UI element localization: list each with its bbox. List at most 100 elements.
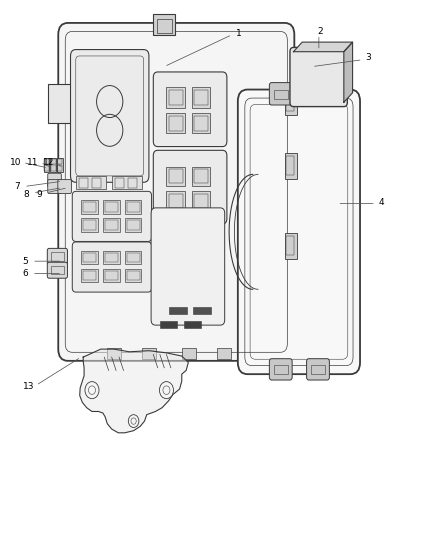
Bar <box>193 307 211 314</box>
Bar <box>103 218 120 232</box>
Bar <box>44 165 49 171</box>
Bar <box>194 116 208 131</box>
Text: 4: 4 <box>378 198 384 207</box>
Bar <box>192 113 210 133</box>
Bar <box>79 263 88 273</box>
Text: 12: 12 <box>42 158 54 167</box>
Bar <box>194 194 208 208</box>
Bar <box>194 169 208 183</box>
Text: 10: 10 <box>10 158 21 167</box>
Bar <box>103 269 120 282</box>
Bar <box>170 239 182 248</box>
FancyBboxPatch shape <box>153 150 227 224</box>
Bar <box>192 191 210 211</box>
Bar <box>51 165 56 171</box>
Bar <box>169 307 187 314</box>
Polygon shape <box>293 42 353 52</box>
FancyBboxPatch shape <box>307 359 329 380</box>
Bar <box>76 211 106 223</box>
Bar <box>166 191 185 211</box>
Bar <box>128 263 137 273</box>
Bar <box>115 178 124 188</box>
Bar <box>285 153 297 179</box>
Bar <box>105 202 118 212</box>
Bar <box>79 178 88 188</box>
FancyBboxPatch shape <box>48 180 61 193</box>
Bar <box>125 218 141 232</box>
Circle shape <box>128 415 139 427</box>
Circle shape <box>85 382 99 399</box>
FancyBboxPatch shape <box>58 180 71 193</box>
Bar <box>103 251 120 264</box>
FancyBboxPatch shape <box>159 225 218 281</box>
Bar <box>127 271 140 280</box>
Polygon shape <box>344 42 353 102</box>
Bar <box>125 200 141 214</box>
Bar <box>76 176 106 189</box>
FancyBboxPatch shape <box>47 248 67 264</box>
Bar <box>112 176 142 189</box>
Bar <box>112 211 142 223</box>
Bar <box>81 200 98 214</box>
Bar <box>92 212 101 222</box>
Bar <box>112 193 142 206</box>
Bar <box>194 90 208 105</box>
Bar <box>76 262 106 274</box>
Bar <box>286 92 294 111</box>
Bar <box>57 158 63 172</box>
Bar <box>285 233 297 259</box>
Bar <box>81 251 98 264</box>
Bar <box>286 156 294 175</box>
Bar <box>127 220 140 230</box>
Polygon shape <box>80 349 188 433</box>
Bar <box>76 228 106 240</box>
Bar <box>191 259 203 269</box>
Bar <box>92 229 101 239</box>
Text: 1: 1 <box>236 29 242 37</box>
Bar <box>44 158 49 172</box>
Bar <box>274 90 288 99</box>
FancyBboxPatch shape <box>72 242 152 292</box>
Bar <box>79 229 88 239</box>
Bar <box>92 195 101 205</box>
Bar <box>182 348 196 359</box>
Text: 7: 7 <box>14 182 21 191</box>
FancyBboxPatch shape <box>151 208 225 325</box>
Bar <box>81 218 98 232</box>
Bar <box>190 237 205 251</box>
Bar <box>274 365 288 374</box>
FancyBboxPatch shape <box>72 191 152 241</box>
Bar <box>115 195 124 205</box>
Text: 6: 6 <box>22 269 28 278</box>
Bar <box>169 257 184 271</box>
Bar <box>170 259 182 269</box>
Bar <box>112 262 142 274</box>
Bar <box>76 193 106 206</box>
FancyBboxPatch shape <box>71 50 149 182</box>
Bar <box>184 321 201 328</box>
Text: 13: 13 <box>23 382 34 391</box>
Bar <box>50 158 56 172</box>
Bar <box>125 251 141 264</box>
Bar <box>192 87 210 108</box>
Bar <box>128 229 137 239</box>
Bar <box>44 159 49 164</box>
FancyBboxPatch shape <box>307 83 329 105</box>
Bar <box>92 178 101 188</box>
FancyBboxPatch shape <box>269 83 292 105</box>
Bar <box>83 220 96 230</box>
Bar <box>51 266 64 274</box>
Bar <box>311 365 325 374</box>
Bar <box>217 348 231 359</box>
Bar <box>160 321 177 328</box>
Bar <box>115 212 124 222</box>
Bar <box>107 348 121 359</box>
Bar <box>79 195 88 205</box>
Text: 8: 8 <box>23 190 29 199</box>
Bar <box>92 263 101 273</box>
Bar <box>115 263 124 273</box>
Bar <box>153 14 175 35</box>
Bar <box>169 90 183 105</box>
Bar <box>125 269 141 282</box>
Bar <box>83 202 96 212</box>
